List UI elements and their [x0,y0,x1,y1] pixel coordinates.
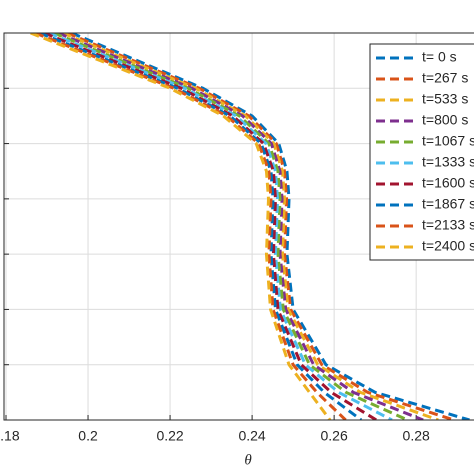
legend-label: t= 0 s [422,49,457,65]
axes-frame [3,32,474,421]
series-line [48,33,393,420]
series-line [57,33,424,420]
x-tick-label: 0.22 [156,428,183,444]
x-tick-label: 0.2 [78,428,98,444]
series-line [30,33,332,420]
legend: t= 0 s t=267 s t=533 s t=800 s t=1067 s t=133… [369,43,474,261]
series-line [66,33,455,420]
legend-label: t=2400 s [422,238,474,254]
x-tick-label: 0.24 [238,428,265,444]
series-line [43,33,378,420]
legend-label: t=800 s [422,112,468,128]
series-line [39,33,363,420]
legend-label: t=1333 s [422,154,474,170]
legend-label: t=2133 s [422,217,474,233]
x-tick-label: 0.18 [0,428,20,444]
series-line [34,33,347,420]
legend-label: t=1067 s [422,133,474,149]
x-axis-label: θ [244,452,252,468]
legend-label: t=533 s [422,91,468,107]
x-tick-label: 0.26 [321,428,348,444]
legend-label: t=1867 s [422,196,474,212]
legend-label: t=267 s [422,70,468,86]
series-line [62,33,439,420]
legend-box [369,43,474,261]
series-line [53,33,409,420]
legend-label: t=1600 s [422,175,474,191]
x-tick-label: 0.28 [403,428,430,444]
plot-area [30,33,470,420]
